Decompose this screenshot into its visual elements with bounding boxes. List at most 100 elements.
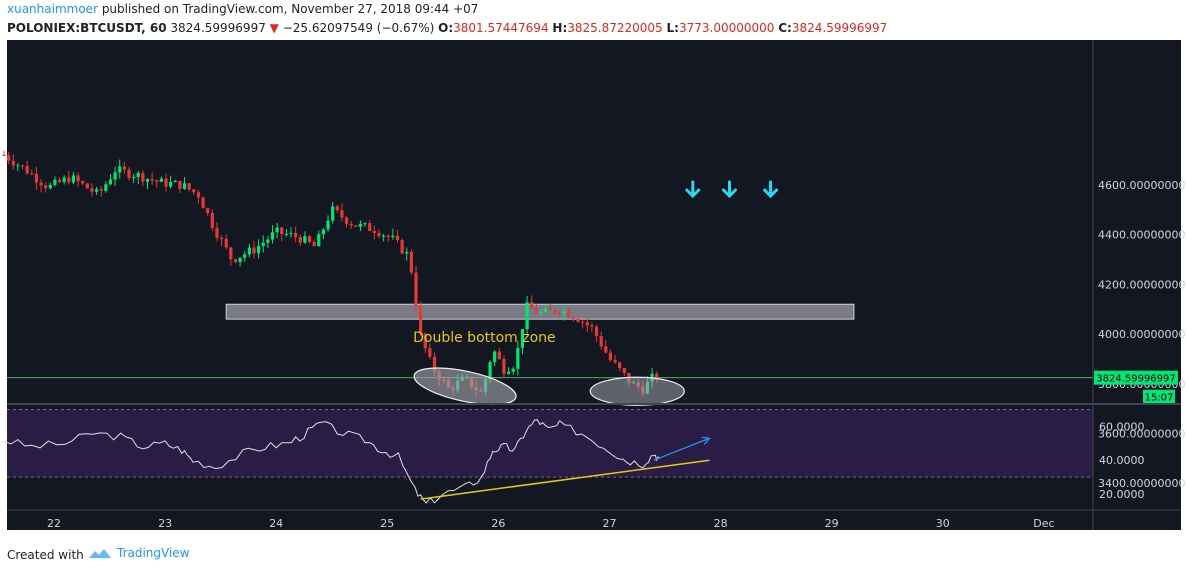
candle-body — [192, 189, 196, 193]
candle-body — [99, 189, 103, 191]
countdown-tag — [1143, 389, 1175, 404]
rsi-up-arrow[interactable] — [653, 436, 711, 461]
candle-body — [182, 183, 187, 189]
open-label: O: — [438, 21, 454, 35]
low-value: 3773.00000000 — [678, 21, 775, 35]
candle-body — [567, 310, 571, 318]
time-tick-label: 22 — [47, 517, 61, 530]
price-pane[interactable] — [7, 40, 1093, 403]
price-axis[interactable] — [1093, 40, 1181, 530]
published-text: published on TradingView.com, November 2… — [98, 2, 479, 16]
rsi-arrow-shaft — [653, 437, 710, 461]
candle-body — [594, 326, 599, 337]
time-tick-label: 23 — [158, 517, 172, 530]
candle-body — [90, 188, 94, 192]
candle-body — [354, 225, 358, 227]
candle-body — [20, 165, 25, 167]
candle-body — [553, 310, 557, 314]
author-link[interactable]: xuanhaimmoer — [7, 2, 98, 16]
candle-body — [145, 178, 150, 182]
candle-body — [169, 182, 173, 187]
candle-body — [326, 220, 330, 230]
candle-body — [122, 166, 126, 170]
candle-body — [210, 212, 214, 228]
candle-body — [39, 182, 43, 186]
candle-body — [164, 178, 168, 187]
candle-body — [238, 257, 242, 262]
candle-body — [44, 185, 48, 189]
candle-body — [294, 232, 298, 238]
candle-body — [25, 165, 29, 174]
high-value: 3825.87220005 — [567, 21, 663, 35]
candle-body — [196, 192, 201, 198]
candle-body — [150, 178, 154, 181]
candle-body — [571, 317, 575, 319]
down-arrow-icon[interactable] — [685, 180, 701, 199]
candle-body — [76, 175, 80, 182]
down-arrows — [685, 180, 779, 199]
candle-body — [108, 179, 113, 185]
price-tick-label: 3600.00000000 — [1098, 428, 1185, 441]
candle-body — [414, 272, 418, 307]
open-value: 3801.57447694 — [453, 21, 549, 35]
candle-body — [530, 302, 534, 309]
down-arrow-icon[interactable] — [763, 180, 779, 199]
candle-body — [270, 232, 275, 240]
countdown-text: 15:07 — [1145, 393, 1174, 404]
candle-body — [11, 160, 15, 166]
rsi-tick-label: 60.0000 — [1099, 420, 1145, 433]
candle-body — [622, 368, 626, 373]
time-tick-label: 30 — [936, 517, 950, 530]
tradingview-logo-icon — [89, 548, 111, 558]
candle-body — [48, 184, 52, 189]
double-bottom-ellipse-2[interactable] — [589, 376, 685, 406]
candle-body — [307, 236, 312, 242]
candle-body — [604, 346, 608, 353]
candle-body — [585, 322, 589, 326]
candle-body — [30, 173, 34, 175]
candle-body — [613, 360, 617, 363]
double-bottom-label: Double bottom zone — [413, 330, 556, 346]
candle-body — [340, 210, 344, 218]
candle-body — [372, 230, 376, 233]
candle-body — [136, 172, 140, 177]
candle-body — [405, 251, 409, 254]
candle-body — [215, 227, 219, 238]
time-axis[interactable] — [7, 510, 1093, 530]
candle-body — [187, 183, 191, 190]
rsi-trendline[interactable] — [420, 459, 710, 500]
ohlc-header: POLONIEX:BTCUSDT, 60 3824.59996997 ▼ −25… — [7, 21, 887, 35]
candle-body — [317, 234, 321, 247]
rsi-line — [3, 419, 660, 504]
candle-body — [206, 208, 210, 213]
candle-body — [266, 239, 270, 243]
candle-body — [224, 238, 228, 248]
candle-body — [118, 166, 122, 173]
candle-body — [608, 352, 613, 361]
close-value: 3824.59996997 — [791, 21, 888, 35]
candle-body — [85, 183, 89, 189]
candle-body — [178, 180, 182, 189]
candle-body — [252, 247, 256, 254]
candle-body — [562, 310, 566, 314]
candle-body — [344, 217, 349, 224]
candle-body — [104, 184, 108, 191]
tradingview-brand[interactable]: TradingView — [89, 546, 190, 560]
candle-body — [502, 358, 506, 374]
candle-body — [428, 348, 432, 357]
candle-body — [257, 245, 261, 254]
time-tick-label: 27 — [603, 517, 617, 530]
time-tick-label: 26 — [491, 517, 505, 530]
double-bottom-ellipse-1[interactable] — [411, 361, 519, 412]
down-arrow-icon[interactable] — [721, 180, 737, 199]
candle-body — [298, 237, 302, 243]
candle-body — [358, 223, 363, 227]
candle-body — [400, 240, 404, 254]
resistance-zone[interactable] — [225, 303, 855, 320]
candle-body — [381, 235, 386, 237]
candle-body — [132, 176, 136, 178]
candle-body — [284, 233, 288, 235]
candle-body — [141, 172, 145, 182]
candle-body — [81, 181, 85, 184]
